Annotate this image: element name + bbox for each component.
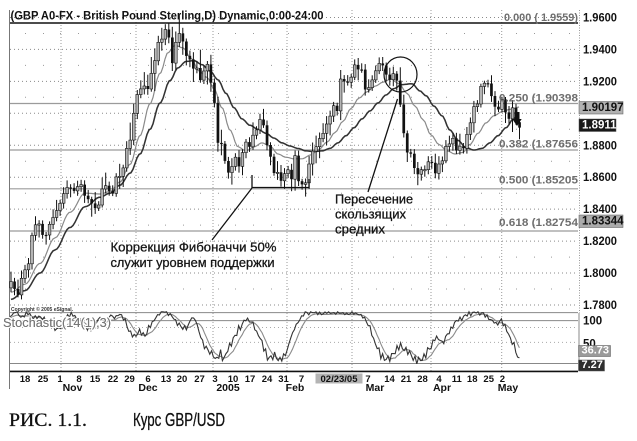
svg-text:May: May <box>498 382 519 394</box>
svg-text:1.8911: 1.8911 <box>582 120 617 132</box>
svg-text:0.000 ( 1.9559): 0.000 ( 1.9559) <box>504 12 578 24</box>
svg-text:10: 10 <box>228 374 239 385</box>
svg-text:1.9400: 1.9400 <box>583 44 617 56</box>
svg-text:скользящих: скользящих <box>335 207 406 222</box>
svg-text:29: 29 <box>124 374 135 385</box>
svg-text:Stochastic(14(1),3): Stochastic(14(1),3) <box>3 315 111 330</box>
svg-text:Nov: Nov <box>63 382 83 394</box>
svg-text:25: 25 <box>483 374 494 385</box>
svg-text:1.8600: 1.8600 <box>583 172 617 184</box>
svg-text:0.618 (1.82754: 0.618 (1.82754 <box>499 217 579 229</box>
svg-text:Курс GBP/USD: Курс GBP/USD <box>133 410 225 430</box>
svg-text:1.7800: 1.7800 <box>583 300 617 312</box>
svg-text:7: 7 <box>299 374 304 385</box>
svg-text:0.250 (1.90398: 0.250 (1.90398 <box>499 93 578 105</box>
svg-text:14: 14 <box>384 374 395 385</box>
svg-text:Коррекция Фибоначчи 50%: Коррекция Фибоначчи 50% <box>111 240 277 255</box>
svg-text:Feb: Feb <box>286 382 305 394</box>
svg-text:13: 13 <box>161 374 172 385</box>
svg-text:18: 18 <box>20 374 31 385</box>
svg-text:1.8200: 1.8200 <box>583 236 617 248</box>
svg-text:1.9200: 1.9200 <box>583 76 617 88</box>
svg-text:1: 1 <box>57 374 63 385</box>
svg-text:11: 11 <box>452 374 463 385</box>
svg-text:25: 25 <box>38 374 49 385</box>
svg-text:6: 6 <box>145 374 150 385</box>
svg-text:Apr: Apr <box>433 382 451 394</box>
svg-text:22: 22 <box>108 374 119 385</box>
svg-text:18: 18 <box>467 374 478 385</box>
svg-text:7.27: 7.27 <box>582 359 603 371</box>
svg-text:21: 21 <box>401 374 412 385</box>
svg-text:1.8400: 1.8400 <box>583 204 617 216</box>
svg-text:17: 17 <box>245 374 256 385</box>
svg-text:Dec: Dec <box>138 382 157 394</box>
svg-text:1.8000: 1.8000 <box>583 268 617 280</box>
svg-text:36.73: 36.73 <box>582 345 610 357</box>
svg-text:31: 31 <box>278 374 289 385</box>
svg-text:служит уровнем поддержки: служит уровнем поддержки <box>111 255 275 270</box>
svg-text:24: 24 <box>262 374 273 385</box>
svg-text:0.500 (1.85205: 0.500 (1.85205 <box>499 175 578 187</box>
svg-text:20: 20 <box>177 374 188 385</box>
svg-text:1.90197: 1.90197 <box>582 102 624 114</box>
svg-text:Copyright © 2005 eSignal.: Copyright © 2005 eSignal. <box>11 306 74 313</box>
svg-text:4: 4 <box>436 374 442 385</box>
svg-text:Stochastic(14(1),3): Stochastic(14(1),3) <box>3 315 111 330</box>
svg-text:02/23/05: 02/23/05 <box>321 374 359 385</box>
svg-text:2: 2 <box>500 374 505 385</box>
svg-text:1.83344: 1.83344 <box>582 216 624 228</box>
svg-text:1.8800: 1.8800 <box>583 140 617 152</box>
svg-text:15: 15 <box>90 374 101 385</box>
svg-text:(GBP A0-FX - British Pound Ste: (GBP A0-FX - British Pound Sterling,D) D… <box>11 11 324 23</box>
svg-text:1.9600: 1.9600 <box>583 13 617 25</box>
svg-text:Пересечение: Пересечение <box>335 192 413 207</box>
svg-text:28: 28 <box>417 374 428 385</box>
svg-text:8: 8 <box>76 374 81 385</box>
svg-text:РИС. 1.1.: РИС. 1.1. <box>9 411 87 431</box>
svg-text:100: 100 <box>583 316 602 328</box>
svg-text:2005: 2005 <box>216 382 240 394</box>
svg-text:0.382 (1.87656: 0.382 (1.87656 <box>499 139 578 151</box>
svg-text:3: 3 <box>212 374 217 385</box>
svg-text:Mar: Mar <box>366 382 385 394</box>
svg-text:27: 27 <box>194 374 205 385</box>
svg-text:средних: средних <box>335 222 385 237</box>
svg-text:7: 7 <box>365 374 370 385</box>
